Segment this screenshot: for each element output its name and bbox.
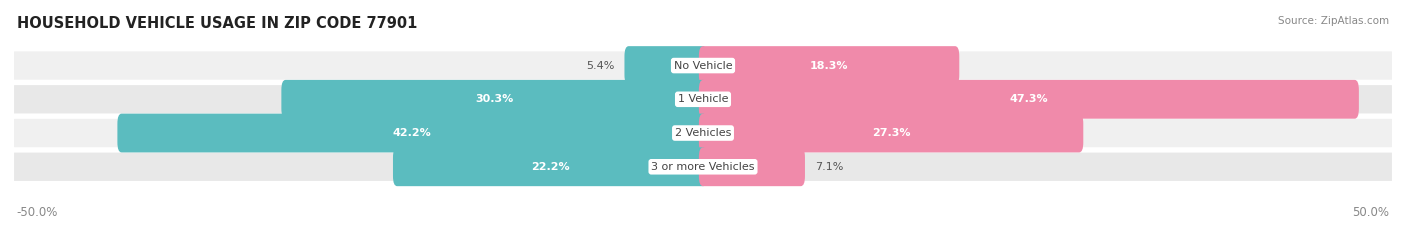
Text: 5.4%: 5.4% xyxy=(586,61,614,71)
Text: 3 or more Vehicles: 3 or more Vehicles xyxy=(651,162,755,172)
FancyBboxPatch shape xyxy=(14,153,1392,181)
Text: 30.3%: 30.3% xyxy=(475,94,513,104)
Text: 42.2%: 42.2% xyxy=(392,128,432,138)
Text: HOUSEHOLD VEHICLE USAGE IN ZIP CODE 77901: HOUSEHOLD VEHICLE USAGE IN ZIP CODE 7790… xyxy=(17,16,418,31)
FancyBboxPatch shape xyxy=(117,114,707,152)
Text: 2 Vehicles: 2 Vehicles xyxy=(675,128,731,138)
Text: 22.2%: 22.2% xyxy=(530,162,569,172)
FancyBboxPatch shape xyxy=(14,51,1392,80)
FancyBboxPatch shape xyxy=(14,85,1392,113)
Text: 47.3%: 47.3% xyxy=(1010,94,1049,104)
Text: 27.3%: 27.3% xyxy=(872,128,910,138)
FancyBboxPatch shape xyxy=(699,80,1358,119)
FancyBboxPatch shape xyxy=(699,114,1083,152)
FancyBboxPatch shape xyxy=(699,46,959,85)
Text: 50.0%: 50.0% xyxy=(1353,206,1389,219)
FancyBboxPatch shape xyxy=(699,147,806,186)
FancyBboxPatch shape xyxy=(392,147,707,186)
FancyBboxPatch shape xyxy=(624,46,707,85)
Text: 7.1%: 7.1% xyxy=(814,162,844,172)
FancyBboxPatch shape xyxy=(281,80,707,119)
Text: 18.3%: 18.3% xyxy=(810,61,848,71)
Text: No Vehicle: No Vehicle xyxy=(673,61,733,71)
Text: -50.0%: -50.0% xyxy=(17,206,58,219)
Text: 1 Vehicle: 1 Vehicle xyxy=(678,94,728,104)
Text: Source: ZipAtlas.com: Source: ZipAtlas.com xyxy=(1278,16,1389,26)
FancyBboxPatch shape xyxy=(14,119,1392,147)
